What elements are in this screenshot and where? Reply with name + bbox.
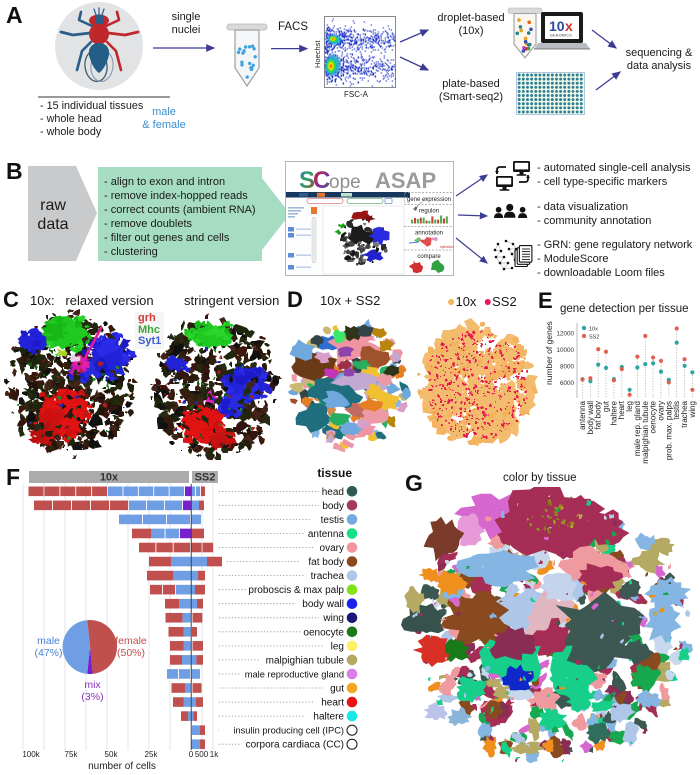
svg-text:testis: testis [672,401,681,420]
svg-text:male rep. gland: male rep. gland [633,401,642,456]
svg-text:number of genes: number of genes [544,321,554,385]
svg-text:S: S [299,167,315,194]
svg-text:heart: heart [617,400,626,419]
svg-text:malpighian tubule: malpighian tubule [641,400,650,463]
svg-text:100k: 100k [22,750,40,759]
svg-text:SS2: SS2 [589,335,599,341]
svg-text:malpighian tubule: malpighian tubule [266,655,345,666]
svg-text:male: male [37,635,60,647]
svg-text:antenna: antenna [578,400,587,429]
svg-text:leg: leg [625,401,634,412]
svg-text:male reproductive gland: male reproductive gland [245,670,344,680]
svg-text:50k: 50k [105,750,119,759]
svg-text:female: female [115,635,147,647]
svg-text:(47%): (47%) [34,647,62,659]
svg-text:6000: 6000 [560,380,575,387]
svg-text:fat body: fat body [594,401,603,429]
svg-text:10: 10 [549,18,565,34]
svg-text:gene expression: gene expression [407,197,451,203]
svg-text:insulin producing cell (IPC): insulin producing cell (IPC) [233,726,344,736]
svg-text:ovary: ovary [320,543,344,554]
svg-text:C: C [313,167,330,194]
svg-text:oenocyte: oenocyte [303,627,344,638]
svg-text:testis: testis [321,515,344,526]
svg-text:body: body [322,501,344,512]
svg-text:body wall: body wall [302,599,344,610]
svg-text:antenna: antenna [308,529,345,540]
svg-text:body wall: body wall [586,401,595,435]
svg-text:(50%): (50%) [117,647,145,659]
svg-text:gut: gut [330,684,344,695]
svg-text:head: head [322,487,344,498]
svg-text:regulon: regulon [419,209,439,215]
svg-text:0: 0 [189,750,194,759]
svg-text:haltere: haltere [313,712,344,723]
svg-text:SS2: SS2 [195,472,216,484]
svg-text:ovary: ovary [657,401,666,421]
svg-text:haltere: haltere [609,400,618,425]
svg-text:leg: leg [331,641,344,652]
svg-text:75k: 75k [65,750,79,759]
svg-text:wing: wing [322,613,344,624]
svg-text:prob. max. palps: prob. max. palps [664,401,673,460]
svg-text:(3%): (3%) [81,691,103,703]
svg-text:annotation: annotation [415,231,443,237]
svg-text:10000: 10000 [556,347,574,354]
svg-text:wing: wing [688,401,697,418]
svg-text:12000: 12000 [556,331,574,338]
svg-text:mix: mix [84,679,101,691]
svg-text:number of cells: number of cells [88,761,156,772]
svg-text:GENOMICS: GENOMICS [550,34,572,38]
svg-text:heart: heart [321,698,344,709]
svg-text:8000: 8000 [560,364,575,371]
svg-text:proboscis & max palp: proboscis & max palp [248,585,344,596]
svg-text:ASAP: ASAP [375,168,436,193]
svg-text:oenocyte: oenocyte [649,400,658,433]
svg-text:corpora cardiaca (CC): corpora cardiaca (CC) [246,740,344,751]
svg-text:fat body: fat body [308,557,344,568]
svg-text:25k: 25k [145,750,159,759]
svg-text:10x: 10x [100,472,119,484]
svg-text:500: 500 [195,750,209,759]
svg-text:epithelial cell: epithelial cell [440,245,454,249]
svg-text:ope: ope [329,172,361,193]
svg-text:x: x [565,18,573,34]
svg-text:gut: gut [602,400,611,412]
svg-text:10x: 10x [589,327,598,333]
svg-text:trachea: trachea [680,400,689,427]
svg-text:compare: compare [417,254,441,260]
svg-text:1k: 1k [210,750,219,759]
svg-text:tissue: tissue [317,466,352,480]
svg-text:trachea: trachea [311,571,345,582]
